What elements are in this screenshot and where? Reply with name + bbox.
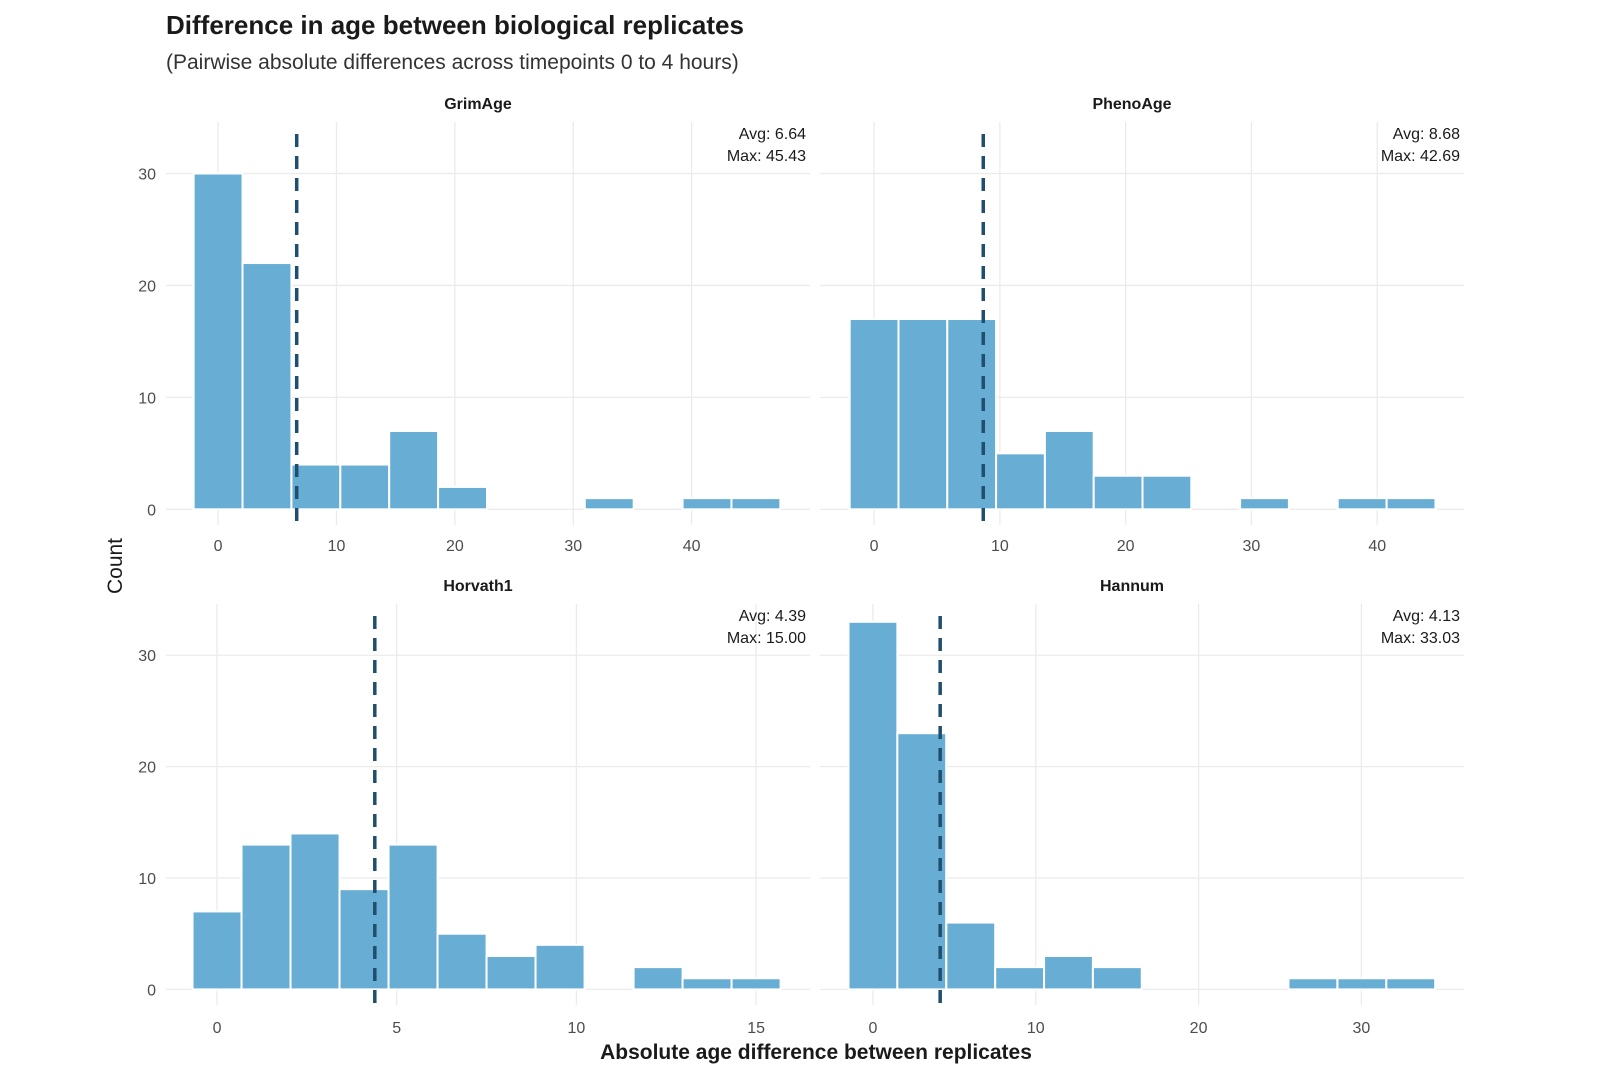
histogram-bar: [485, 954, 537, 991]
histogram-bar: [1239, 497, 1290, 511]
y-axis-title: Count: [104, 538, 127, 594]
y-tick-label: 20: [138, 278, 156, 295]
panel-grimage: 0 10 20 30 0 10 20 30 40 GrimAge Avg: 6.64 Max: 45.…: [138, 96, 810, 555]
histogram-bar: [534, 943, 586, 991]
y-tick-label: 30: [138, 648, 156, 665]
histogram-bar: [1092, 474, 1144, 511]
x-tick-label: 40: [683, 538, 701, 555]
facet-panels: 0 10 20 30 0 10 20 30 40 GrimAge Avg: 6.64 Max: 45.…: [138, 96, 1464, 1037]
histogram-bar: [1336, 977, 1388, 991]
histogram-bar: [1091, 966, 1143, 991]
histogram-bar: [1336, 497, 1388, 511]
facet-label: Hannum: [1100, 578, 1164, 595]
histogram-bar: [945, 921, 997, 991]
histogram-bar: [632, 966, 684, 991]
histogram-bar: [338, 888, 390, 991]
x-tick-label: 40: [1368, 538, 1386, 555]
histogram-bar: [1043, 954, 1094, 991]
y-tick-label: 10: [138, 390, 156, 407]
avg-annotation: Avg: 6.64: [739, 126, 806, 143]
panel-hannum: 0 10 20 30 Hannum Avg: 4.13 Max: 33.03: [820, 578, 1464, 1037]
histogram-bar: [240, 843, 292, 991]
x-tick-label: 20: [1190, 1020, 1208, 1037]
histogram-bar: [388, 429, 440, 511]
avg-annotation: Avg: 8.68: [1393, 126, 1460, 143]
histogram-bar: [241, 262, 293, 511]
histogram-bar: [1043, 429, 1095, 511]
histogram-bar: [191, 910, 243, 991]
histogram-bar: [290, 463, 342, 511]
histogram-bar: [437, 485, 488, 511]
panel-horvath1: 0 10 20 30 0 5 10 15 Horvath1 Avg: 4.39 Max: 15.00: [138, 578, 810, 1037]
histogram-bar: [730, 497, 782, 511]
x-tick-label: 0: [213, 1020, 222, 1037]
histogram-bar: [896, 732, 948, 991]
histogram-bar: [289, 832, 341, 991]
x-tick-label: 10: [1027, 1020, 1045, 1037]
max-annotation: Max: 15.00: [727, 630, 806, 647]
histogram-bar: [1385, 977, 1437, 991]
panel-phenoage: 0 10 20 30 40 PhenoAge Avg: 8.68 Max: 42.69: [820, 96, 1464, 555]
max-annotation: Max: 33.03: [1381, 630, 1460, 647]
x-tick-label: 15: [747, 1020, 765, 1037]
y-tick-label: 30: [138, 166, 156, 183]
x-tick-label: 0: [214, 538, 223, 555]
x-axis-title: Absolute age difference between replicat…: [600, 1041, 1032, 1064]
x-tick-label: 0: [868, 1020, 877, 1037]
y-tick-label: 0: [147, 502, 156, 519]
x-tick-label: 20: [446, 538, 464, 555]
chart-title: Difference in age between biological rep…: [166, 10, 744, 40]
histogram-bar: [436, 932, 488, 991]
max-annotation: Max: 42.69: [1381, 148, 1460, 165]
histogram-bar: [192, 172, 244, 511]
histogram-bar: [681, 977, 733, 991]
y-tick-label: 20: [138, 760, 156, 777]
x-tick-label: 20: [1117, 538, 1135, 555]
y-tick-label: 10: [138, 871, 156, 888]
avg-annotation: Avg: 4.39: [739, 608, 806, 625]
facet-label: GrimAge: [444, 96, 512, 113]
histogram-bar: [1287, 977, 1339, 991]
histogram-bar: [847, 620, 899, 991]
histogram-bar: [583, 497, 635, 511]
histogram-bar: [848, 318, 900, 511]
x-tick-label: 5: [392, 1020, 401, 1037]
x-tick-label: 30: [1243, 538, 1261, 555]
histogram-bar: [681, 497, 733, 511]
x-tick-label: 30: [1353, 1020, 1371, 1037]
max-annotation: Max: 45.43: [727, 148, 806, 165]
facet-label: Horvath1: [443, 578, 512, 595]
histogram-bar: [946, 318, 998, 511]
histogram-bar: [339, 463, 391, 511]
histogram-bar: [897, 318, 949, 511]
chart-subtitle: (Pairwise absolute differences across ti…: [166, 51, 739, 74]
x-tick-label: 10: [328, 538, 346, 555]
histogram-bar: [1141, 474, 1193, 511]
x-tick-label: 10: [991, 538, 1009, 555]
histogram-bar: [730, 977, 782, 991]
x-tick-label: 0: [870, 538, 879, 555]
histogram-bar: [1385, 497, 1437, 511]
histogram-bar: [387, 843, 439, 991]
facet-label: PhenoAge: [1092, 96, 1171, 113]
x-tick-label: 10: [568, 1020, 586, 1037]
x-tick-label: 30: [564, 538, 582, 555]
histogram-bar: [995, 452, 1046, 511]
y-tick-label: 0: [147, 982, 156, 999]
histogram-bar: [994, 966, 1046, 991]
avg-annotation: Avg: 4.13: [1393, 608, 1460, 625]
